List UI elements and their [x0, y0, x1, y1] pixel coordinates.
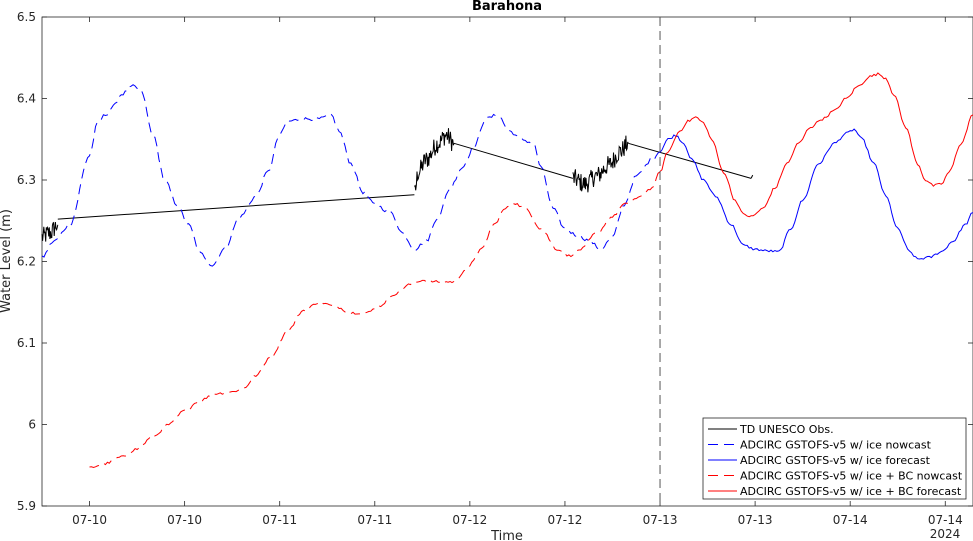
series-line [414, 128, 455, 191]
y-tick-label: 6.5 [17, 10, 36, 24]
series-line [659, 72, 973, 218]
series-line [41, 221, 59, 242]
y-tick-label: 6.2 [17, 255, 36, 269]
series-line [659, 128, 973, 260]
x-tick-label: 07-12 [548, 513, 583, 527]
x-tick-label: 07-10 [167, 513, 202, 527]
x-tick-label: 07-13 [643, 513, 678, 527]
x-axis-label: Time [490, 529, 523, 541]
series-line [57, 194, 415, 220]
y-tick-label: 6.4 [17, 92, 36, 106]
series-4 [659, 72, 973, 218]
y-axis-label: Water Level (m) [0, 209, 14, 313]
series-layer [41, 72, 973, 469]
x-tick-label: 07-11 [357, 513, 392, 527]
y-tick-label: 6.3 [17, 173, 36, 187]
legend-entry: ADCIRC GSTOFS-v5 w/ ice + BC forecast [740, 485, 962, 498]
y-tick-label: 5.9 [17, 499, 36, 513]
x-axis-ticks: 07-10 07-10 07-11 07-11 07-12 07-12 07-13 07-13… [72, 17, 963, 527]
x-tick-label: 07-11 [262, 513, 297, 527]
x-tick-label: 07-14 [928, 513, 963, 527]
plot-area: 5.9 6 6.1 6.2 6.3 6.4 6.5 07-10 07-10 07-11 07-11… [17, 10, 973, 527]
series-line [453, 142, 574, 179]
year-label: 2024 [930, 527, 961, 541]
series-line [89, 171, 661, 469]
chart-title: Barahona [472, 0, 542, 14]
series-1 [41, 84, 661, 267]
x-tick-label: 07-10 [72, 513, 107, 527]
legend-entry: ADCIRC GSTOFS-v5 w/ ice + BC nowcast [740, 470, 963, 483]
x-tick-label: 07-13 [738, 513, 773, 527]
y-tick-label: 6 [28, 418, 36, 432]
y-tick-label: 6.1 [17, 336, 36, 350]
series-line [41, 84, 661, 267]
x-tick-label: 07-12 [452, 513, 487, 527]
series-line [628, 142, 752, 179]
series-line [572, 135, 629, 193]
series-2 [659, 128, 973, 260]
series-0 [41, 128, 754, 242]
legend-box [702, 417, 967, 500]
x-tick-label: 07-14 [833, 513, 868, 527]
legend-entry: TD UNESCO Obs. [739, 423, 834, 436]
legend: TD UNESCO Obs. ADCIRC GSTOFS-v5 w/ ice no… [702, 417, 967, 500]
series-3 [89, 171, 661, 469]
series-line [750, 174, 754, 179]
legend-entry: ADCIRC GSTOFS-v5 w/ ice nowcast [740, 439, 932, 452]
legend-entry: ADCIRC GSTOFS-v5 w/ ice forecast [740, 454, 931, 467]
y-axis-ticks: 5.9 6 6.1 6.2 6.3 6.4 6.5 [17, 10, 973, 513]
